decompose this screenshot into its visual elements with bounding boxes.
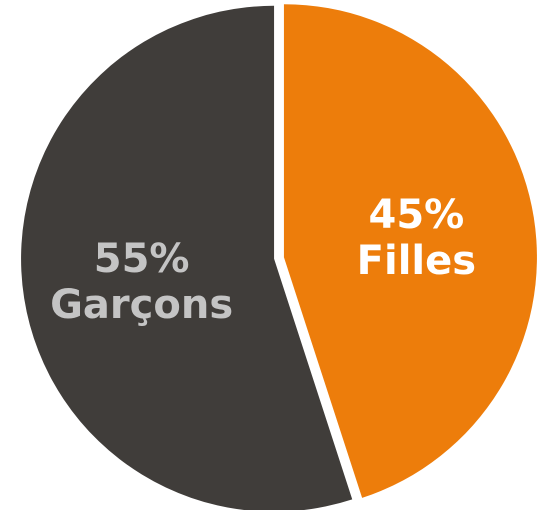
slice-category-label: Filles	[357, 238, 476, 284]
pie-slice-gar-ons	[21, 5, 353, 510]
slice-category-label: Garçons	[50, 282, 233, 328]
slice-percent-label: 45%	[369, 192, 465, 238]
slice-percent-label: 55%	[94, 236, 190, 282]
pie-labels: 45%Filles 55%Garçons	[50, 192, 476, 328]
pie-slices	[21, 4, 537, 510]
pie-slice-filles	[283, 4, 537, 498]
